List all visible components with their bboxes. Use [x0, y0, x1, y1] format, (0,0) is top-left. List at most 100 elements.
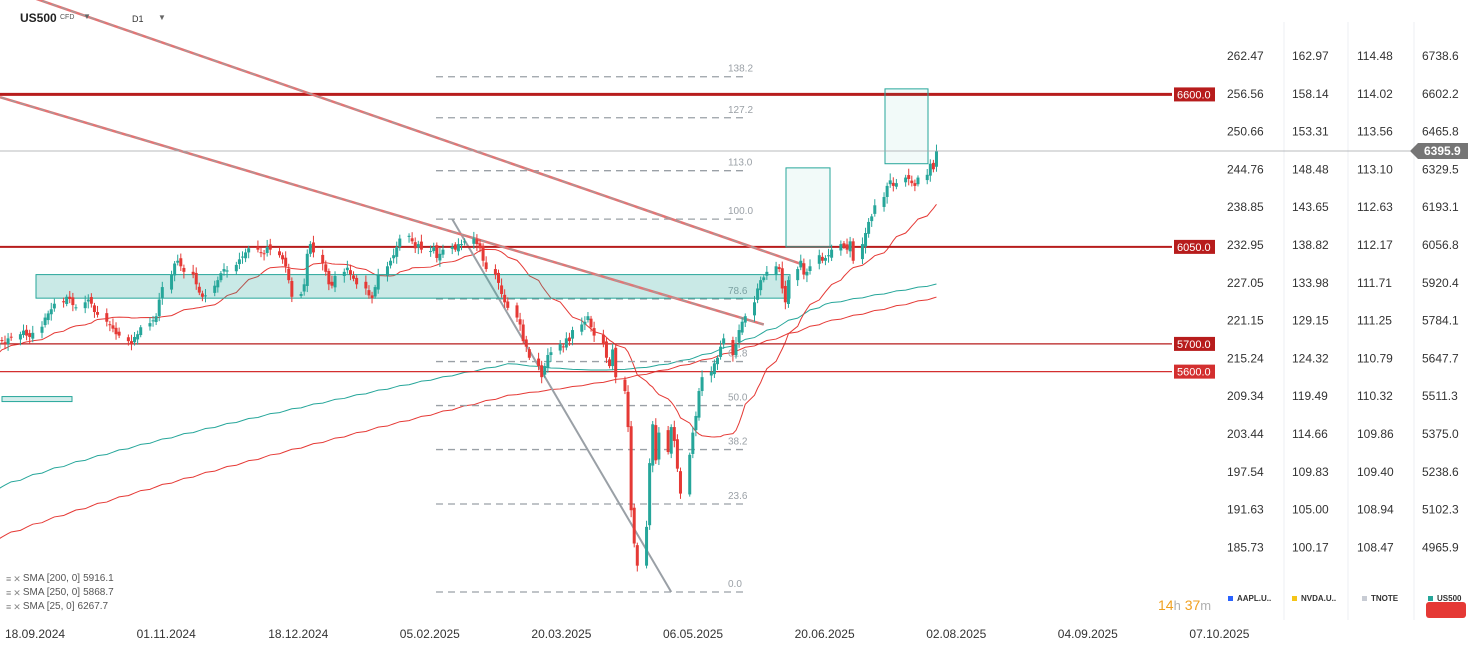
level-tag-text: 6600.0	[1177, 89, 1211, 101]
candle-body	[10, 337, 13, 338]
candle-body	[873, 205, 876, 214]
candle-body	[411, 238, 414, 241]
candle-body	[420, 242, 423, 250]
candle-body	[62, 301, 65, 302]
candle-body	[494, 269, 497, 275]
candle-body	[889, 180, 892, 184]
candle-body	[429, 251, 432, 252]
candle-body	[916, 178, 919, 185]
price-axis-tick: 6329.5	[1422, 162, 1459, 176]
candle-body	[198, 287, 201, 293]
candle-body	[22, 331, 25, 335]
candle-body	[90, 297, 93, 304]
candle-body	[929, 164, 932, 176]
price-axis-tick: 113.56	[1357, 125, 1393, 139]
candle-body	[173, 264, 176, 276]
candle-body	[784, 286, 787, 302]
fib-level-label: 61.8	[728, 349, 748, 360]
candle-body	[204, 295, 207, 296]
settings-icon[interactable]: ≡	[6, 600, 10, 614]
candle-body	[263, 253, 266, 254]
settings-icon[interactable]: ≡	[6, 586, 10, 600]
legend-item-nvda[interactable]: NVDA.U..	[1292, 591, 1336, 605]
candle-body	[861, 244, 864, 259]
legend-label: NVDA.U..	[1301, 594, 1336, 603]
candle-body	[719, 347, 722, 357]
price-axis-tick: 129.15	[1292, 314, 1329, 328]
candle-body	[895, 183, 898, 187]
projected-move-box	[885, 89, 928, 164]
candle-body	[457, 244, 460, 251]
candle-body	[139, 327, 142, 335]
symbol-dropdown-icon[interactable]: ▼	[83, 12, 91, 21]
indicator-row[interactable]: ≡✕ SMA [25, 0] 6267.7	[6, 600, 114, 614]
candle-body	[870, 216, 873, 221]
close-icon[interactable]: ✕	[13, 600, 20, 614]
candle-body	[830, 250, 833, 258]
candle-body	[435, 245, 438, 258]
symbol-label[interactable]: US500	[20, 11, 57, 25]
level-tag-text: 5600.0	[1177, 367, 1211, 379]
candle-body	[883, 197, 886, 207]
candle-body	[334, 276, 337, 287]
candle-body	[565, 338, 568, 347]
legend-item-aapl[interactable]: AAPL.U..	[1228, 591, 1271, 605]
candle-body	[414, 242, 417, 248]
settings-icon[interactable]: ≡	[6, 572, 10, 586]
candle-body	[312, 242, 315, 252]
candle-body	[586, 316, 589, 320]
price-axis-tick: 110.32	[1357, 389, 1393, 403]
candle-body	[244, 252, 247, 258]
candle-body	[580, 325, 583, 332]
candle-body	[155, 316, 158, 322]
price-axis-tick: 119.49	[1292, 389, 1328, 403]
candle-body	[87, 300, 90, 302]
candle-body	[127, 337, 130, 341]
fib-level-label: 100.0	[728, 206, 753, 217]
price-axis-tick: 221.15	[1227, 314, 1264, 328]
support-zone	[36, 275, 790, 299]
candle-body	[115, 328, 118, 334]
close-icon[interactable]: ✕	[13, 572, 20, 586]
candle-body	[300, 294, 303, 296]
indicator-row[interactable]: ≡✕ SMA [250, 0] 5868.7	[6, 586, 114, 600]
price-axis-tick: 112.63	[1357, 200, 1393, 214]
price-axis-tick: 6465.8	[1422, 125, 1459, 139]
candle-body	[571, 330, 574, 339]
price-axis-tick: 5375.0	[1422, 427, 1459, 441]
candle-body	[309, 244, 312, 254]
candle-body	[605, 341, 608, 357]
sell-badge[interactable]	[1426, 602, 1466, 618]
candle-body	[821, 257, 824, 261]
candle-body	[93, 305, 96, 312]
price-axis-tick: 262.47	[1227, 49, 1264, 63]
price-axis-tick: 143.65	[1292, 200, 1329, 214]
candle-body	[352, 275, 355, 278]
candle-body	[216, 280, 219, 287]
candle-body	[762, 277, 765, 280]
candle-body	[201, 293, 204, 296]
timeframe-label[interactable]: D1	[132, 14, 144, 24]
candle-body	[568, 338, 571, 342]
timeframe-dropdown-icon[interactable]: ▼	[158, 13, 166, 22]
candle-body	[562, 346, 565, 347]
close-icon[interactable]: ✕	[13, 586, 20, 600]
candle-body	[303, 284, 306, 291]
candle-body	[842, 243, 845, 247]
candle-body	[787, 280, 790, 304]
candle-body	[543, 366, 546, 375]
candle-body	[327, 271, 330, 284]
candle-body	[176, 261, 179, 263]
legend-item-tnote[interactable]: TNOTE	[1362, 591, 1398, 605]
candle-body	[28, 333, 31, 337]
chart-header: US500 CFD ▼ D1 ▼	[0, 0, 600, 36]
candle-body	[608, 359, 611, 366]
candle-body	[701, 377, 704, 391]
level-tag-text: 6050.0	[1177, 242, 1211, 254]
indicator-row[interactable]: ≡✕ SMA [200, 0] 5916.1	[6, 572, 114, 586]
candle-body	[53, 304, 56, 309]
price-axis-tick: 5784.1	[1422, 314, 1459, 328]
candle-body	[799, 261, 802, 268]
